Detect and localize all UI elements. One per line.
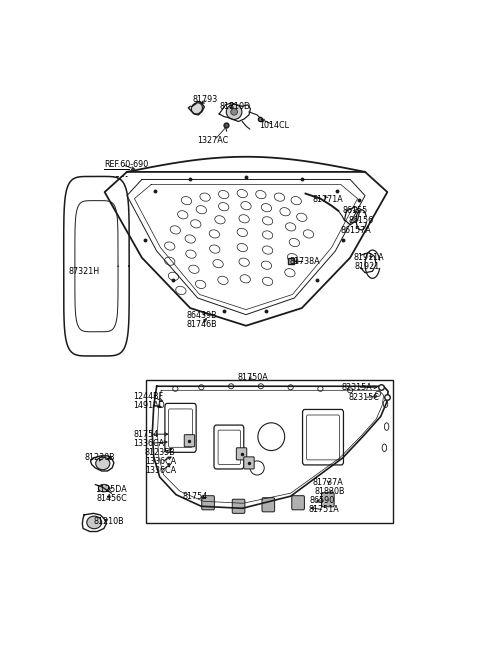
Text: 87321H: 87321H (68, 267, 99, 276)
Text: 1244BF: 1244BF (133, 392, 164, 401)
FancyBboxPatch shape (232, 499, 245, 514)
Text: 86155: 86155 (343, 206, 368, 215)
FancyBboxPatch shape (184, 435, 195, 447)
Ellipse shape (98, 484, 109, 492)
Ellipse shape (96, 457, 110, 470)
Text: 1336CA: 1336CA (145, 466, 176, 476)
Ellipse shape (231, 109, 238, 115)
Text: 82315A: 82315A (342, 383, 373, 392)
Text: 81751A: 81751A (309, 505, 339, 514)
Text: REF.60-690: REF.60-690 (104, 160, 148, 169)
Text: 81810D: 81810D (220, 102, 251, 111)
FancyBboxPatch shape (244, 457, 254, 469)
FancyBboxPatch shape (262, 498, 275, 512)
Text: 86439B: 86439B (186, 311, 217, 320)
Text: 86157A: 86157A (341, 227, 372, 235)
Text: 81738A: 81738A (290, 257, 321, 266)
Text: 1125DA: 1125DA (96, 485, 127, 494)
FancyBboxPatch shape (236, 448, 247, 460)
Text: 86590: 86590 (310, 496, 335, 505)
Text: 1491AD: 1491AD (133, 401, 166, 410)
Text: 81793: 81793 (192, 95, 217, 104)
Text: 81737A: 81737A (313, 477, 344, 487)
Ellipse shape (192, 103, 203, 114)
Ellipse shape (87, 516, 102, 529)
Text: 86156: 86156 (348, 216, 373, 225)
Text: 82315C: 82315C (348, 393, 379, 402)
Text: 81210B: 81210B (94, 517, 124, 526)
Text: 81746B: 81746B (186, 320, 217, 329)
FancyBboxPatch shape (202, 496, 215, 510)
Text: 81230B: 81230B (84, 453, 115, 462)
Text: 81235B: 81235B (145, 448, 176, 457)
Text: 1336CA: 1336CA (145, 457, 176, 466)
Text: 1327AC: 1327AC (198, 136, 229, 145)
Text: 81771A: 81771A (313, 195, 344, 204)
FancyBboxPatch shape (292, 496, 304, 510)
Text: 81754: 81754 (183, 492, 208, 500)
Text: 81754: 81754 (133, 430, 159, 439)
FancyBboxPatch shape (322, 493, 334, 507)
Text: 1014CL: 1014CL (259, 121, 289, 130)
Text: 81750A: 81750A (237, 373, 268, 382)
Text: 81911A: 81911A (354, 253, 384, 262)
Text: 1336CA: 1336CA (133, 439, 165, 448)
Text: 81456C: 81456C (96, 495, 127, 503)
Text: 81830B: 81830B (315, 487, 345, 496)
Ellipse shape (226, 104, 242, 119)
Text: 81921: 81921 (355, 262, 380, 271)
